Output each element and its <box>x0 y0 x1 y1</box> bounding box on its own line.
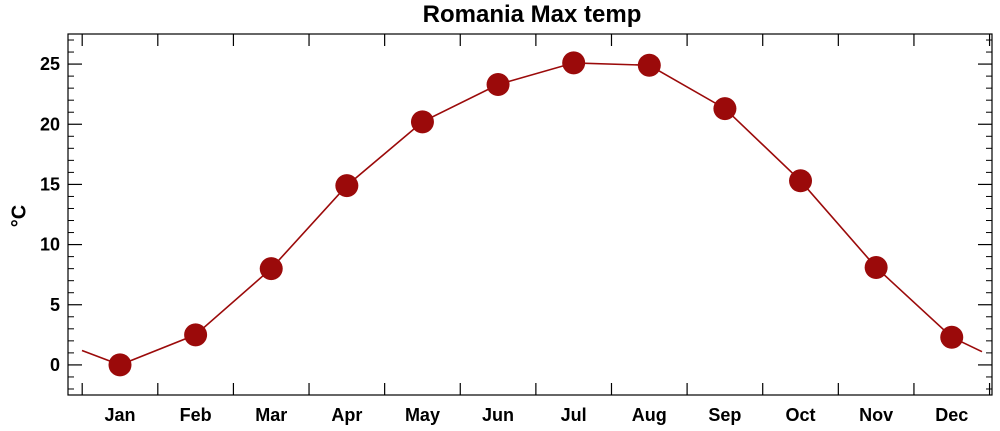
y-tick-label: 10 <box>40 235 60 255</box>
data-point-dec <box>940 325 964 349</box>
x-tick-label-feb: Feb <box>180 405 212 425</box>
chart-title: Romania Max temp <box>423 1 642 28</box>
y-tick-label: 5 <box>50 295 60 315</box>
x-tick-labels: Jan Feb Mar Apr May Jun Jul Aug Sep Oct Nov Dec <box>104 405 968 425</box>
x-tick-label-dec: Dec <box>935 405 968 425</box>
x-tick-label-jan: Jan <box>104 405 135 425</box>
x-tick-label-nov: Nov <box>859 405 893 425</box>
data-point-feb <box>184 323 208 347</box>
x-tick-label-apr: Apr <box>331 405 362 425</box>
series-max-temp <box>81 51 983 377</box>
series-line <box>81 62 983 366</box>
data-point-jul <box>562 51 586 75</box>
data-point-oct <box>789 169 813 193</box>
data-point-mar <box>259 257 283 281</box>
y-tick-label: 20 <box>40 114 60 134</box>
data-point-aug <box>637 53 661 77</box>
x-tick-label-mar: Mar <box>255 405 287 425</box>
x-tick-label-sep: Sep <box>708 405 741 425</box>
data-point-jan <box>108 353 132 377</box>
data-point-sep <box>713 97 737 121</box>
y-tick-label: 25 <box>40 54 60 74</box>
data-point-nov <box>864 255 888 279</box>
y-tick-label: 15 <box>40 174 60 194</box>
axis-ticks <box>68 34 992 395</box>
y-tick-labels: 0 5 10 15 20 25 <box>40 54 60 375</box>
x-tick-label-jul: Jul <box>561 405 587 425</box>
plot-frame <box>67 33 993 396</box>
data-point-may <box>410 110 434 134</box>
x-tick-label-aug: Aug <box>632 405 667 425</box>
x-tick-label-may: May <box>405 405 440 425</box>
data-point-jun <box>486 73 510 97</box>
x-tick-label-jun: Jun <box>482 405 514 425</box>
data-point-apr <box>335 174 359 198</box>
y-tick-label: 0 <box>50 355 60 375</box>
y-axis-label: °C <box>8 205 30 227</box>
x-tick-label-oct: Oct <box>786 405 816 425</box>
